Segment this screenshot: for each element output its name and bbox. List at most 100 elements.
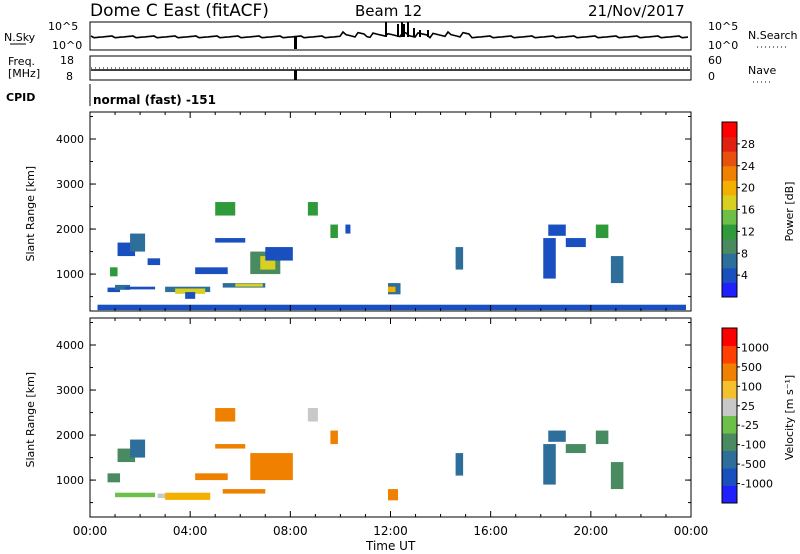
data-patch bbox=[610, 256, 624, 284]
data-patch bbox=[455, 453, 464, 476]
x-tick-label: 04:00 bbox=[173, 524, 208, 538]
nsearch-tick-low: 10^0 bbox=[708, 39, 738, 52]
y-tick-label: 2000 bbox=[56, 223, 84, 236]
y-axis-label: Slant Range [km] bbox=[24, 372, 37, 468]
colorbar-swatch bbox=[722, 136, 737, 152]
colorbar-swatch bbox=[722, 345, 737, 364]
nave-tick-high: 60 bbox=[708, 54, 722, 67]
nsky-spikes bbox=[385, 22, 429, 37]
colorbar-swatch bbox=[722, 209, 737, 225]
data-patch bbox=[97, 304, 686, 311]
colorbar-swatch bbox=[722, 328, 737, 346]
colorbar-label: Power [dB] bbox=[783, 182, 796, 242]
nsearch-label: N.Search bbox=[748, 29, 798, 42]
freq-tick-low: 8 bbox=[66, 70, 73, 83]
freq-tick-high: 18 bbox=[60, 54, 74, 67]
data-patch bbox=[157, 493, 168, 499]
y-axis-label: Slant Range [km] bbox=[24, 166, 37, 262]
colorbar-swatch bbox=[722, 450, 737, 469]
colorbar-tick-label: 25 bbox=[741, 400, 755, 413]
data-patch bbox=[195, 473, 228, 481]
plot-frame bbox=[89, 317, 692, 518]
colorbar-tick-label: 28 bbox=[741, 138, 755, 151]
nave-label: Nave bbox=[748, 64, 776, 77]
radar-title: Dome C East (fitACF) bbox=[90, 1, 269, 21]
y-tick-label: 2000 bbox=[56, 429, 84, 442]
y-tick-label: 1000 bbox=[56, 268, 84, 281]
data-patch bbox=[215, 202, 236, 216]
colorbar-tick-label: -500 bbox=[741, 458, 766, 471]
data-patch bbox=[165, 492, 211, 500]
colorbar-swatch bbox=[722, 151, 737, 167]
nsky-trace bbox=[90, 30, 689, 39]
colorbar-swatch bbox=[722, 180, 737, 196]
beam-title: Beam 12 bbox=[355, 2, 422, 20]
y-tick-label: 4000 bbox=[56, 133, 84, 146]
colorbar-swatch bbox=[722, 468, 737, 486]
nsky-tick-high: 10^5 bbox=[48, 20, 78, 33]
data-patch bbox=[215, 238, 246, 243]
time-axis: 00:00 04:00 08:00 12:00 16:00 20:00 00:00 bbox=[73, 524, 709, 538]
colorbar-tick-label: 12 bbox=[741, 225, 755, 238]
data-patch bbox=[330, 430, 338, 445]
plot-frame bbox=[89, 111, 692, 312]
x-tick-label: 12:00 bbox=[373, 524, 408, 538]
y-tick-label: 4000 bbox=[56, 339, 84, 352]
data-patch bbox=[543, 238, 556, 279]
freq-panel bbox=[89, 55, 692, 81]
colorbar-frame bbox=[721, 327, 738, 504]
colorbar-swatch bbox=[722, 238, 737, 254]
data-patch bbox=[130, 439, 146, 458]
data-patch bbox=[565, 238, 586, 248]
data-patch bbox=[125, 286, 156, 290]
freq-unit-label: [MHz] bbox=[8, 67, 40, 80]
data-patch bbox=[543, 444, 556, 485]
colorbar-tick-label: -1000 bbox=[741, 478, 773, 491]
x-tick-label: 16:00 bbox=[473, 524, 508, 538]
nsky-dropout-mark bbox=[294, 36, 297, 49]
colorbar-tick-label: 100 bbox=[741, 380, 762, 393]
data-patch bbox=[215, 408, 236, 422]
data-patch bbox=[565, 444, 586, 454]
data-patch bbox=[345, 224, 351, 234]
colorbar-tick-label: 500 bbox=[741, 361, 762, 374]
x-tick-label: 08:00 bbox=[273, 524, 308, 538]
power-panel: 4000 3000 2000 1000 Slant Range [km] 28 24 20 16… bbox=[24, 111, 796, 312]
nsky-tick-low: 10^0 bbox=[52, 39, 82, 52]
colorbar-tick-label: 16 bbox=[741, 204, 755, 217]
data-patch bbox=[265, 247, 293, 261]
x-tick-label: 00:00 bbox=[73, 524, 108, 538]
x-tick-label: 00:00 bbox=[674, 524, 709, 538]
colorbar-tick-label: -25 bbox=[741, 419, 759, 432]
data-patch bbox=[235, 283, 263, 287]
velocity-panel: 4000 3000 2000 1000 Slant Range [km] 1000 500 1… bbox=[24, 317, 796, 518]
data-patch bbox=[307, 408, 318, 422]
data-patch bbox=[595, 224, 609, 239]
data-patch bbox=[222, 489, 266, 494]
data-patch bbox=[595, 430, 609, 445]
freq-label: Freq. bbox=[8, 55, 35, 68]
noise-panel bbox=[89, 21, 692, 51]
colorbar-swatch bbox=[722, 363, 737, 381]
data-patch bbox=[455, 247, 464, 270]
colorbar-tick-label: 20 bbox=[741, 182, 755, 195]
data-patch bbox=[548, 430, 566, 442]
data-patch bbox=[115, 284, 131, 290]
data-patch bbox=[548, 224, 566, 236]
data-patch bbox=[387, 489, 399, 501]
data-patch bbox=[387, 286, 396, 293]
colorbar-swatch bbox=[722, 224, 737, 240]
data-patch bbox=[130, 233, 146, 252]
y-tick-label: 1000 bbox=[56, 474, 84, 487]
data-patch bbox=[195, 267, 228, 275]
cpid-value: normal (fast) -151 bbox=[93, 93, 216, 107]
data-patch bbox=[107, 473, 121, 483]
data-patch bbox=[250, 453, 293, 481]
colorbar-tick-label: 24 bbox=[741, 160, 755, 173]
data-patch bbox=[110, 267, 118, 277]
x-tick-label: 20:00 bbox=[574, 524, 609, 538]
data-patch bbox=[115, 492, 156, 498]
freq-dropout-mark bbox=[294, 70, 297, 80]
colorbar-swatch bbox=[722, 267, 737, 283]
